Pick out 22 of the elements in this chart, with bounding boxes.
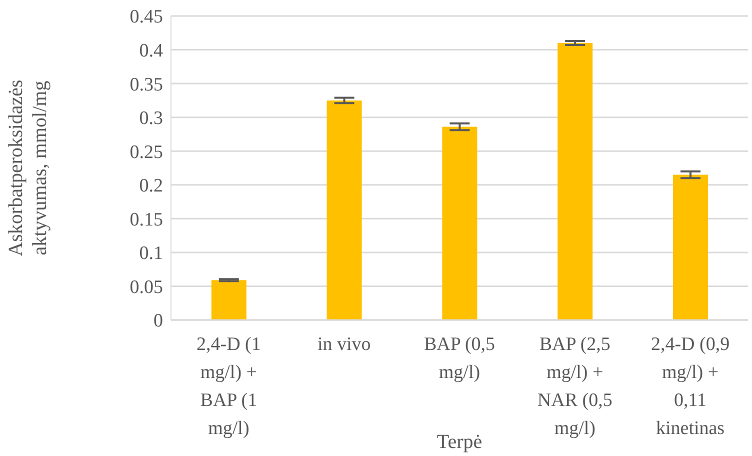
x-tick-label: BAP (0,5 mg/l) <box>424 334 496 383</box>
x-tick-label: BAP (2,5 mg/l) + NAR (0,5 mg/l) <box>537 334 612 439</box>
x-axis-title: Terpė <box>436 431 482 453</box>
y-axis-title: Askorbatperoksidazės aktyvumas, mmol/mg <box>5 79 51 256</box>
bar <box>326 100 362 320</box>
y-tick-label: 0.35 <box>130 74 163 96</box>
x-tick-label: 2,4-D (0,9 mg/l) + 0,11 kinetinas <box>650 334 730 439</box>
y-tick-label: 0.2 <box>139 176 163 197</box>
y-tick-label: 0.25 <box>130 142 163 163</box>
bar <box>442 126 478 320</box>
y-tick-label: 0.15 <box>130 209 163 230</box>
bar <box>558 43 593 320</box>
y-tick-label: 0.05 <box>130 276 163 298</box>
bar <box>672 174 708 320</box>
y-tick-label: 0.3 <box>139 108 163 130</box>
y-tick-label: 0.4 <box>139 40 164 62</box>
bar <box>211 280 246 320</box>
y-tick-label: 0.1 <box>139 243 163 264</box>
y-tick-label: 0.45 <box>130 6 163 28</box>
x-tick-label: in vivo <box>317 334 371 355</box>
x-tick-label: 2,4-D (1 mg/l) + BAP (1 mg/l) <box>196 334 261 439</box>
y-tick-label: 0 <box>154 310 163 332</box>
